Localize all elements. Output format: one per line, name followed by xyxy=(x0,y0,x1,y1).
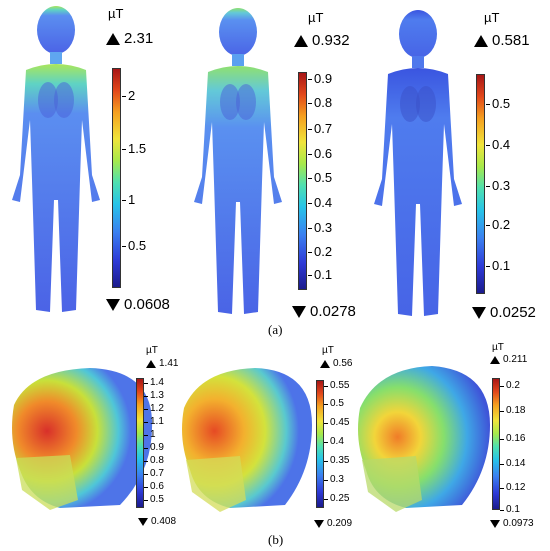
tick-label: 0.4 xyxy=(485,137,511,152)
max-value: 1.41 xyxy=(146,358,178,369)
tick-label: 0.8 xyxy=(307,95,333,110)
colorbar xyxy=(136,378,144,508)
max-triangle-icon xyxy=(294,34,308,47)
tick-label: 0.2 xyxy=(500,380,520,391)
tick-label: 0.3 xyxy=(324,474,344,485)
unit-label: µT xyxy=(492,342,504,353)
max-triangle-icon xyxy=(320,359,330,368)
max-value: 0.932 xyxy=(294,32,350,49)
max-triangle-icon xyxy=(146,359,156,368)
skull-model-2 xyxy=(182,368,312,512)
min-value: 0.209 xyxy=(314,518,352,529)
tick-label: 0.4 xyxy=(307,195,333,210)
tick-label: 0.12 xyxy=(499,482,526,493)
colorbar xyxy=(298,72,307,290)
tick-label: 2 xyxy=(121,88,136,103)
tick-label: 0.18 xyxy=(499,405,526,416)
max-triangle-icon xyxy=(474,34,488,47)
tick-label: 0.2 xyxy=(485,217,511,232)
tick-label: 1.4 xyxy=(144,377,164,388)
tick-label: 0.45 xyxy=(323,417,350,428)
tick-label: 0.7 xyxy=(144,468,164,479)
tick-label: 1.3 xyxy=(144,390,164,401)
min-value: 0.0973 xyxy=(490,518,534,529)
max-value: 2.31 xyxy=(106,30,153,47)
unit-label: µT xyxy=(108,6,124,21)
tick-label: 0.35 xyxy=(323,455,350,466)
max-value: 0.211 xyxy=(490,354,527,365)
tick-label: 0.9 xyxy=(307,71,333,86)
unit-label: µT xyxy=(322,345,334,356)
tick-label: 0.14 xyxy=(499,458,526,469)
unit-label: µT xyxy=(146,345,158,356)
caption-b: (b) xyxy=(268,532,284,547)
colorbar xyxy=(112,68,121,288)
tick-label: 0.3 xyxy=(307,220,333,235)
body-model-1 xyxy=(12,6,100,312)
tick-label: 1 xyxy=(144,429,156,440)
unit-label: µT xyxy=(308,10,324,25)
skull-model-1 xyxy=(12,368,153,510)
tick-label: 0.6 xyxy=(144,481,164,492)
tick-label: 1.5 xyxy=(121,141,147,156)
min-value: 0.408 xyxy=(138,516,176,527)
tick-label: 0.1 xyxy=(500,504,520,515)
tick-label: 0.1 xyxy=(307,267,333,282)
colorbar xyxy=(492,378,500,510)
min-triangle-icon xyxy=(472,306,486,319)
tick-label: 1.2 xyxy=(144,403,164,414)
min-triangle-icon xyxy=(138,517,148,526)
tick-label: 0.9 xyxy=(144,442,164,453)
tick-label: 0.1 xyxy=(485,258,511,273)
unit-label: µT xyxy=(484,10,500,25)
tick-label: 0.5 xyxy=(307,170,333,185)
caption-a: (a) xyxy=(268,322,283,337)
colorbar xyxy=(316,380,324,508)
min-value: 0.0608 xyxy=(106,296,170,313)
body-model-2 xyxy=(194,8,282,314)
min-triangle-icon xyxy=(106,298,120,311)
body-model-3 xyxy=(374,10,462,316)
max-value: 0.581 xyxy=(474,32,530,49)
min-value: 0.0252 xyxy=(472,304,536,321)
max-triangle-icon xyxy=(106,32,120,45)
tick-label: 0.6 xyxy=(307,146,333,161)
max-triangle-icon xyxy=(490,355,500,364)
tick-label: 0.16 xyxy=(499,433,526,444)
tick-label: 0.25 xyxy=(323,493,350,504)
tick-label: 0.5 xyxy=(324,398,344,409)
tick-label: 0.55 xyxy=(323,380,350,391)
min-triangle-icon xyxy=(490,519,500,528)
skull-model-3 xyxy=(358,366,490,512)
tick-label: 1 xyxy=(121,192,136,207)
min-triangle-icon xyxy=(314,519,324,528)
tick-label: 1.1 xyxy=(144,416,164,427)
tick-label: 0.2 xyxy=(307,244,333,259)
tick-label: 0.8 xyxy=(144,455,164,466)
tick-label: 0.3 xyxy=(485,178,511,193)
tick-label: 0.5 xyxy=(144,494,164,505)
max-value: 0.56 xyxy=(320,358,352,369)
tick-label: 0.5 xyxy=(121,238,147,253)
tick-label: 0.5 xyxy=(485,96,511,111)
tick-label: 0.4 xyxy=(324,436,344,447)
colorbar xyxy=(476,74,485,294)
min-value: 0.0278 xyxy=(292,303,356,320)
tick-label: 0.7 xyxy=(307,121,333,136)
min-triangle-icon xyxy=(292,305,306,318)
